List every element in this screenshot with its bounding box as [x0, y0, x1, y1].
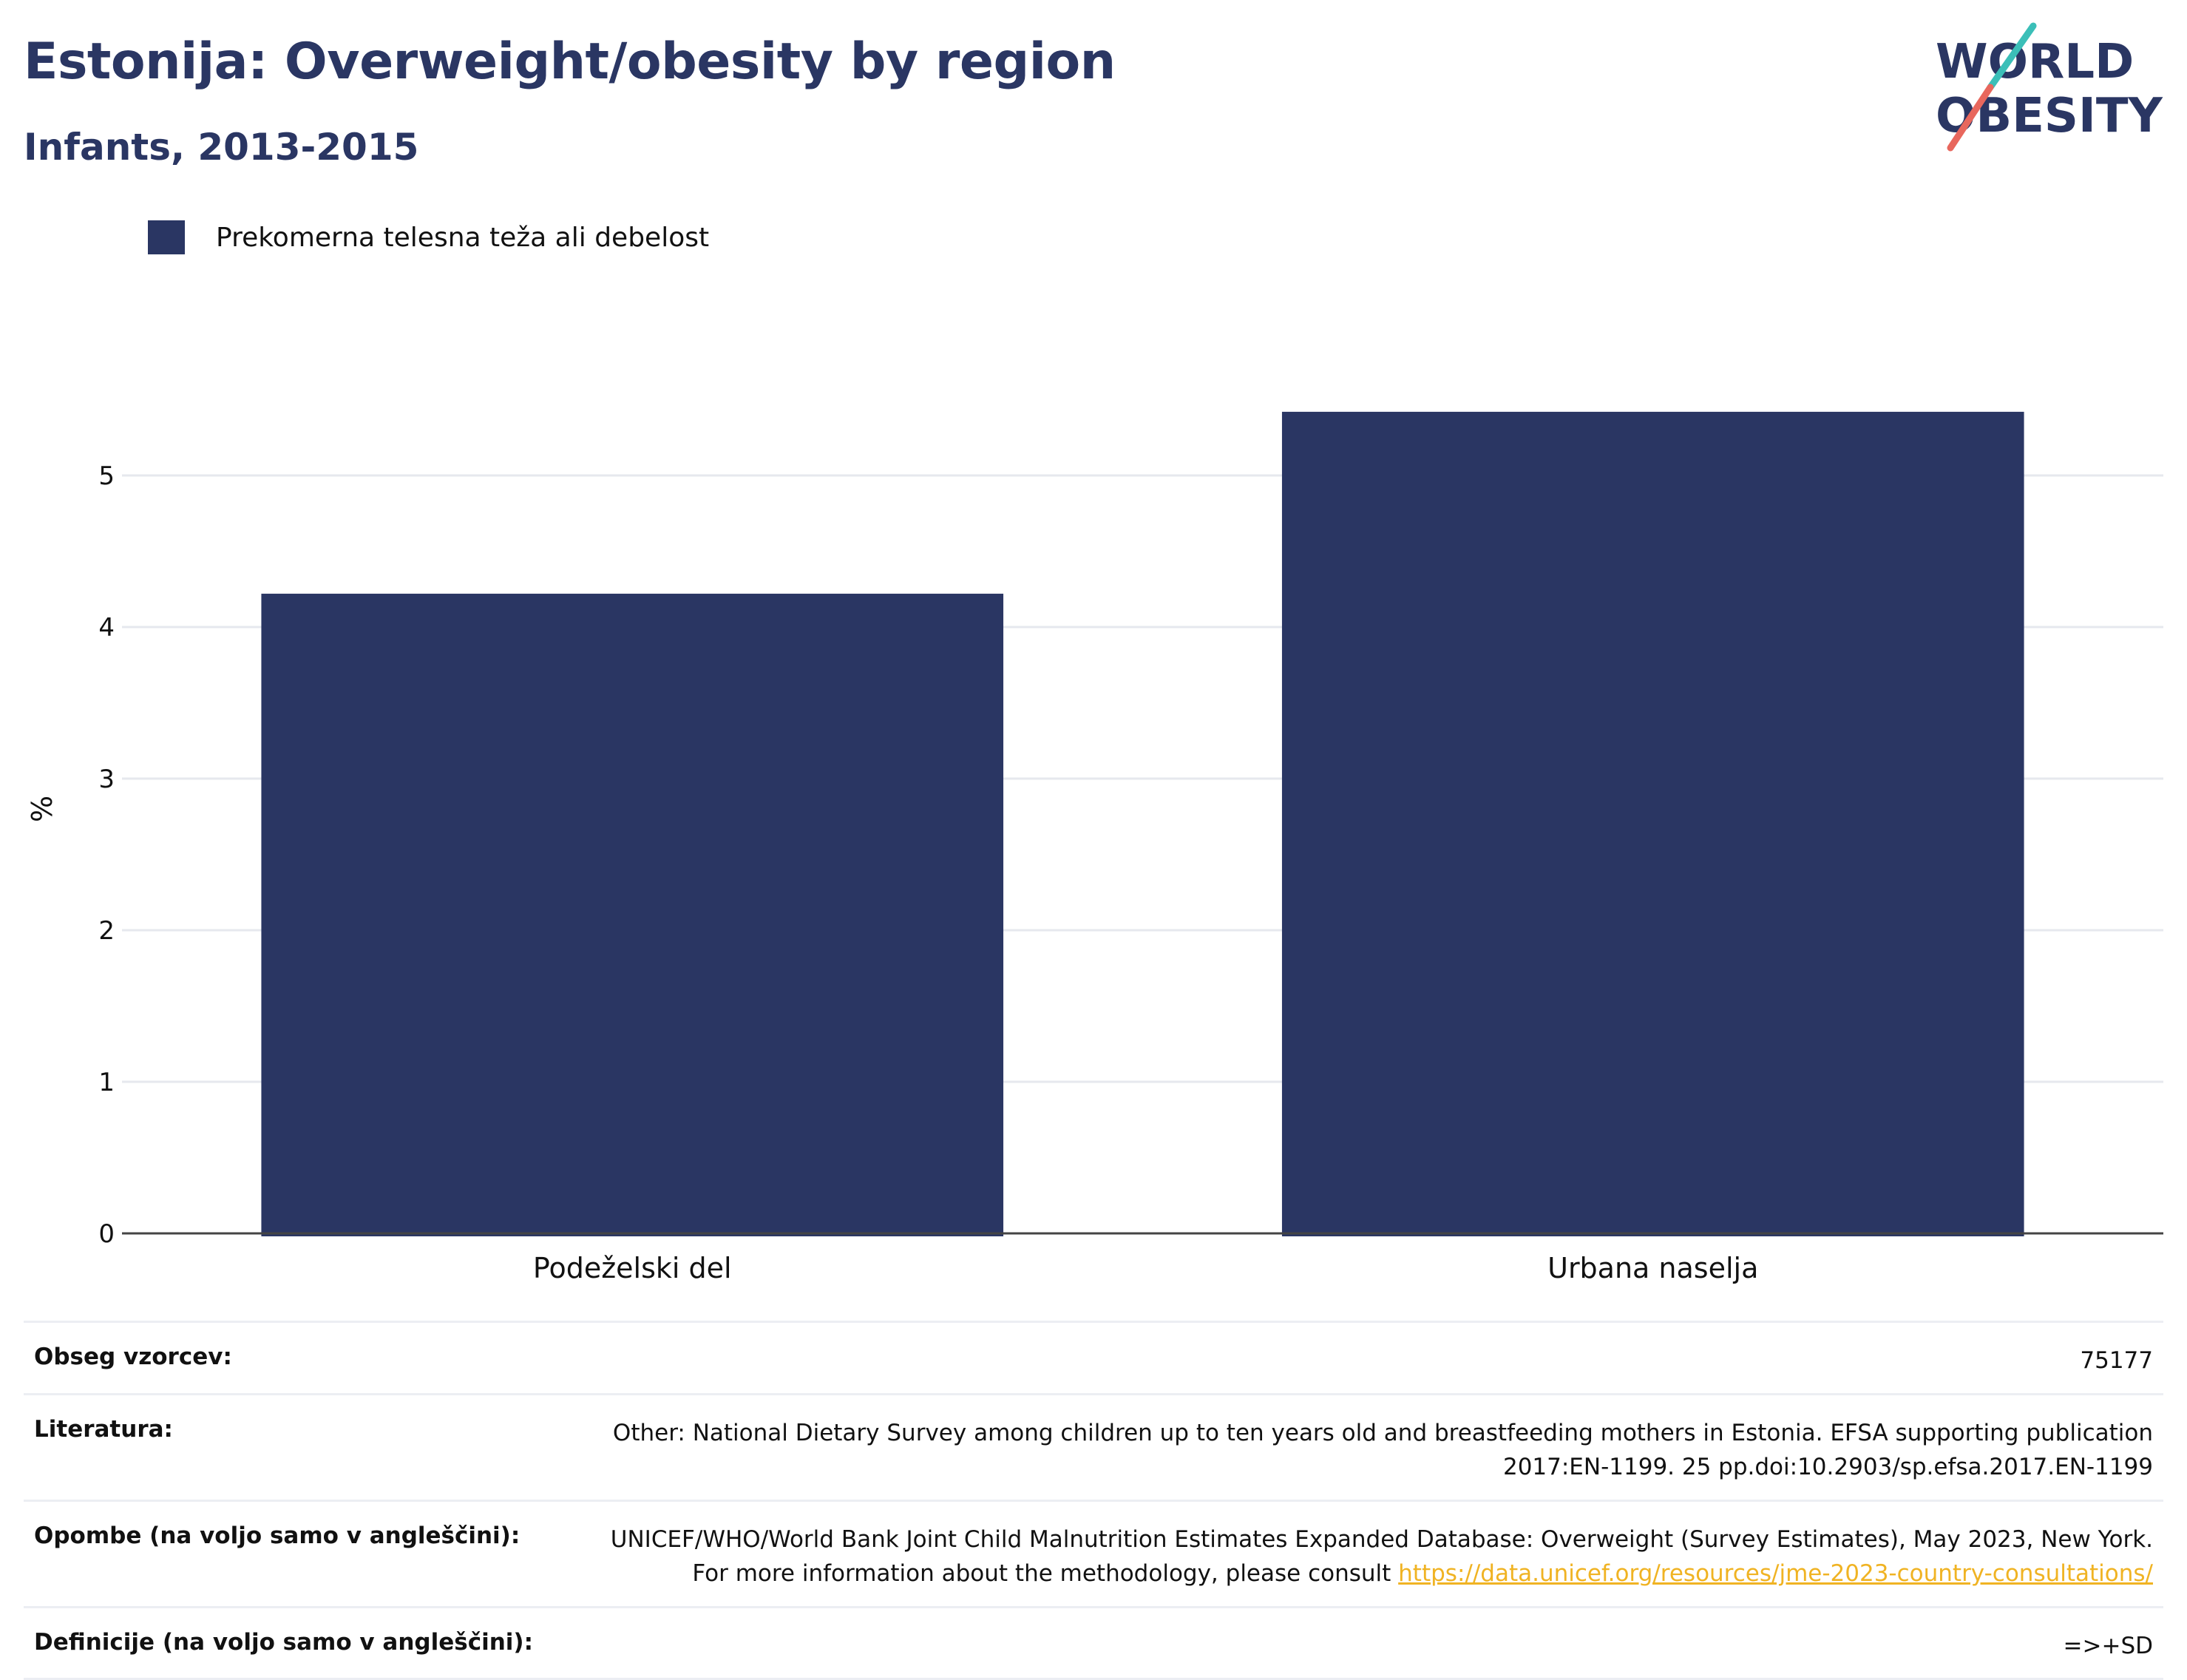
info-row-sample-size: Obseg vzorcev: 75177 [24, 1321, 2163, 1393]
x-tick-label: Urbana naselja [1547, 1252, 1758, 1284]
bar-chart: 0 1 2 3 4 5 Podeželski del Urbana naselja% [0, 0, 2187, 1301]
info-row-literature: Literatura: Other: National Dietary Surv… [24, 1393, 2163, 1500]
y-tick-label: 2 [98, 916, 115, 946]
info-table: Obseg vzorcev: 75177 Literatura: Other: … [24, 1321, 2163, 1680]
bar [1282, 412, 2024, 1236]
notes-value-wrap: UNICEF/WHO/World Bank Joint Child Malnut… [600, 1522, 2153, 1591]
sample-size-value: 75177 [2080, 1344, 2153, 1378]
y-tick-label: 0 [98, 1219, 115, 1249]
bars [261, 412, 2024, 1236]
x-tick-label: Podeželski del [533, 1252, 732, 1284]
y-tick-label: 4 [98, 613, 115, 643]
definitions-label: Definicije (na voljo samo v angleščini): [34, 1629, 533, 1656]
y-tick-label: 3 [98, 765, 115, 794]
y-tick-label: 1 [98, 1068, 115, 1097]
literature-value: Other: National Dietary Survey among chi… [600, 1416, 2153, 1485]
definitions-value: =>+SD [2064, 1629, 2153, 1664]
methodology-link[interactable]: https://data.unicef.org/resources/jme-20… [1398, 1560, 2153, 1587]
literature-label: Literatura: [34, 1416, 173, 1443]
bar [261, 594, 1003, 1236]
info-row-definitions: Definicije (na voljo samo v angleščini):… [24, 1606, 2163, 1680]
y-tick-label: 5 [98, 461, 115, 491]
sample-size-label: Obseg vzorcev: [34, 1344, 232, 1370]
info-row-notes: Opombe (na voljo samo v angleščini): UNI… [24, 1500, 2163, 1606]
y-axis-title: % [26, 796, 58, 822]
notes-label: Opombe (na voljo samo v angleščini): [34, 1522, 520, 1549]
